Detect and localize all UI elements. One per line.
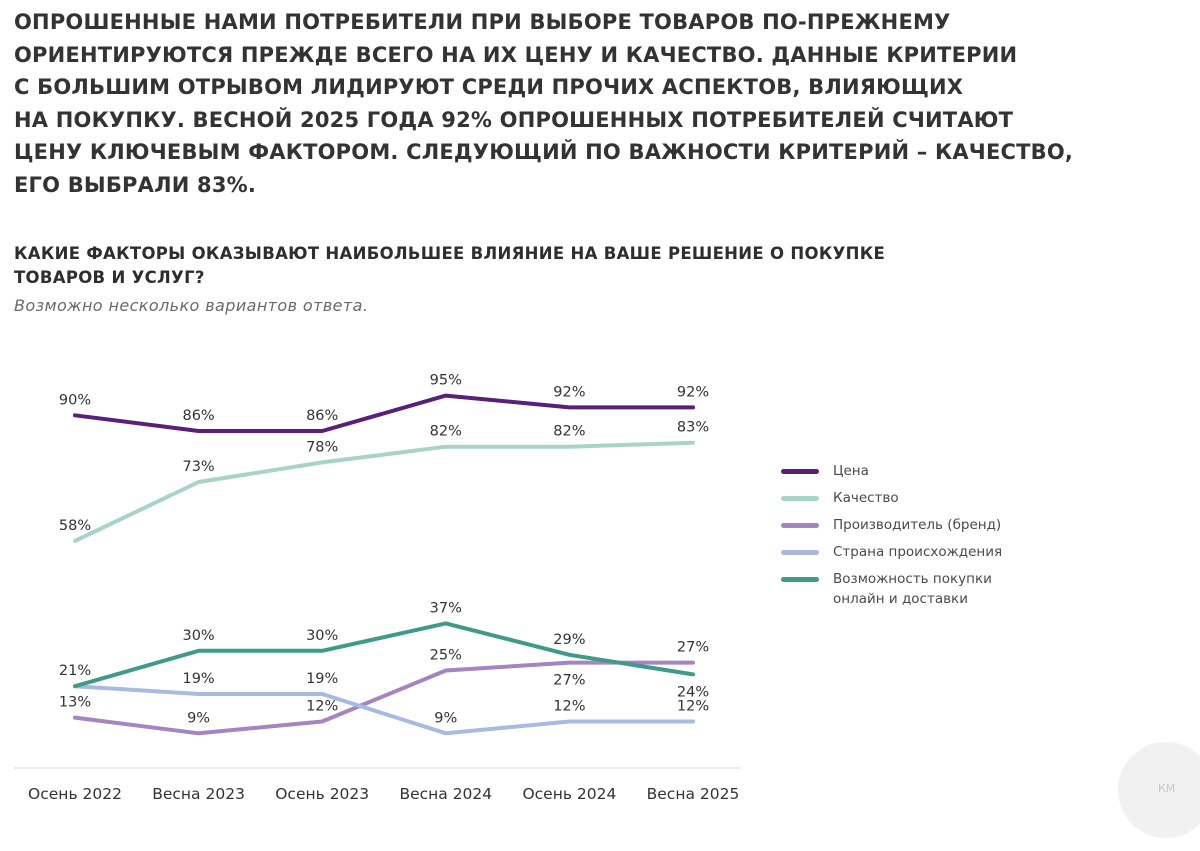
legend-label: Производитель (бренд) [833, 517, 1002, 533]
chart-title-line: ТОВАРОВ И УСЛУГ? [14, 268, 205, 287]
data-label: 30% [306, 628, 338, 644]
data-label: 37% [430, 600, 462, 616]
x-tick-label: Весна 2024 [399, 785, 492, 803]
chart-subtitle: Возможно несколько вариантов ответа. [14, 296, 369, 315]
data-label: 29% [553, 632, 585, 648]
data-label: 27% [677, 640, 709, 656]
data-label: 82% [430, 424, 462, 440]
x-tick-label: Осень 2022 [28, 785, 122, 803]
legend-swatch [781, 469, 819, 474]
data-label: 12% [306, 699, 338, 715]
legend-item: Производитель (бренд) [781, 515, 1002, 535]
data-label: 27% [553, 673, 585, 689]
data-label: 82% [553, 424, 585, 440]
data-label: 83% [677, 420, 709, 436]
x-tick-label: Весна 2023 [152, 785, 245, 803]
x-tick-label: Осень 2024 [522, 785, 616, 803]
chart-title: КАКИЕ ФАКТОРЫ ОКАЗЫВАЮТ НАИБОЛЬШЕЕ ВЛИЯН… [14, 242, 885, 290]
data-label: 92% [553, 384, 585, 400]
data-label: 21% [59, 663, 91, 679]
headline-line: НА ПОКУПКУ. ВЕСНОЙ 2025 ГОДА 92% ОПРОШЕН… [14, 107, 1014, 132]
data-label: 95% [430, 373, 462, 389]
data-label: 73% [182, 459, 214, 475]
legend-swatch [781, 523, 819, 528]
data-label: 9% [434, 710, 457, 726]
data-label: 30% [182, 628, 214, 644]
logo-watermark: КМ [1118, 742, 1200, 838]
data-label: 12% [677, 699, 709, 715]
headline: ОПРОШЕННЫЕ НАМИ ПОТРЕБИТЕЛИ ПРИ ВЫБОРЕ Т… [14, 6, 1174, 201]
x-tick-label: Весна 2025 [647, 785, 740, 803]
legend-label: Качество [833, 490, 899, 506]
data-label: 13% [59, 695, 91, 711]
headline-line: ЕГО ВЫБРАЛИ 83%. [14, 172, 257, 197]
data-label-layer: 90% 86% 86% 95% 92% 92% 58% 73% 78% 82% 82% 83% 13% 9… [59, 373, 709, 727]
legend-label: Цена [833, 463, 869, 479]
headline-line: С БОЛЬШИМ ОТРЫВОМ ЛИДИРУЮТ СРЕДИ ПРОЧИХ … [14, 75, 964, 99]
x-tick-layer: Осень 2022 Весна 2023 Осень 2023 Весна 2024… [28, 785, 739, 803]
headline-line: ОПРОШЕННЫЕ НАМИ ПОТРЕБИТЕЛИ ПРИ ВЫБОРЕ Т… [14, 10, 951, 34]
headline-line: ОРИЕНТИРУЮТСЯ ПРЕЖДЕ ВСЕГО НА ИХ ЦЕНУ И … [14, 42, 1018, 67]
series-layer [73, 393, 695, 736]
legend-swatch [781, 550, 819, 555]
legend-swatch [781, 577, 819, 582]
data-label: 9% [187, 710, 210, 726]
series-line-3 [73, 684, 695, 736]
legend-item: Качество [781, 488, 1002, 508]
data-label: 19% [182, 671, 214, 687]
x-tick-label: Осень 2023 [275, 785, 369, 803]
data-label: 19% [306, 671, 338, 687]
headline-line: ЦЕНУ КЛЮЧЕВЫМ ФАКТОРОМ. СЛЕДУЮЩИЙ ПО ВАЖ… [14, 140, 1074, 164]
series-line-4 [73, 621, 695, 689]
logo-watermark-text: КМ [1158, 782, 1176, 795]
legend-label: Возможность покупки [833, 571, 992, 587]
data-label: 24% [677, 684, 709, 700]
series-line-0 [73, 393, 695, 433]
data-label: 58% [59, 518, 91, 534]
legend-item: Страна происхождения [781, 542, 1002, 562]
data-label: 92% [677, 384, 709, 400]
data-label: 78% [306, 439, 338, 455]
series-line-1 [73, 440, 695, 543]
legend-label: Страна происхождения [833, 544, 1003, 560]
legend-item: Цена [781, 461, 1002, 481]
legend-item: Возможность покупки онлайн и доставки [781, 569, 1002, 609]
data-label: 12% [553, 699, 585, 715]
data-label: 86% [182, 408, 214, 424]
series-line-2 [73, 660, 695, 736]
data-label: 25% [430, 648, 462, 664]
data-label: 86% [306, 408, 338, 424]
legend-swatch [781, 496, 819, 501]
chart-legend: Цена Качество Производитель (бренд) Страна … [781, 461, 1002, 616]
data-label: 90% [59, 392, 91, 408]
chart-title-line: КАКИЕ ФАКТОРЫ ОКАЗЫВАЮТ НАИБОЛЬШЕЕ ВЛИЯН… [14, 244, 886, 263]
legend-label: онлайн и доставки [833, 591, 968, 607]
